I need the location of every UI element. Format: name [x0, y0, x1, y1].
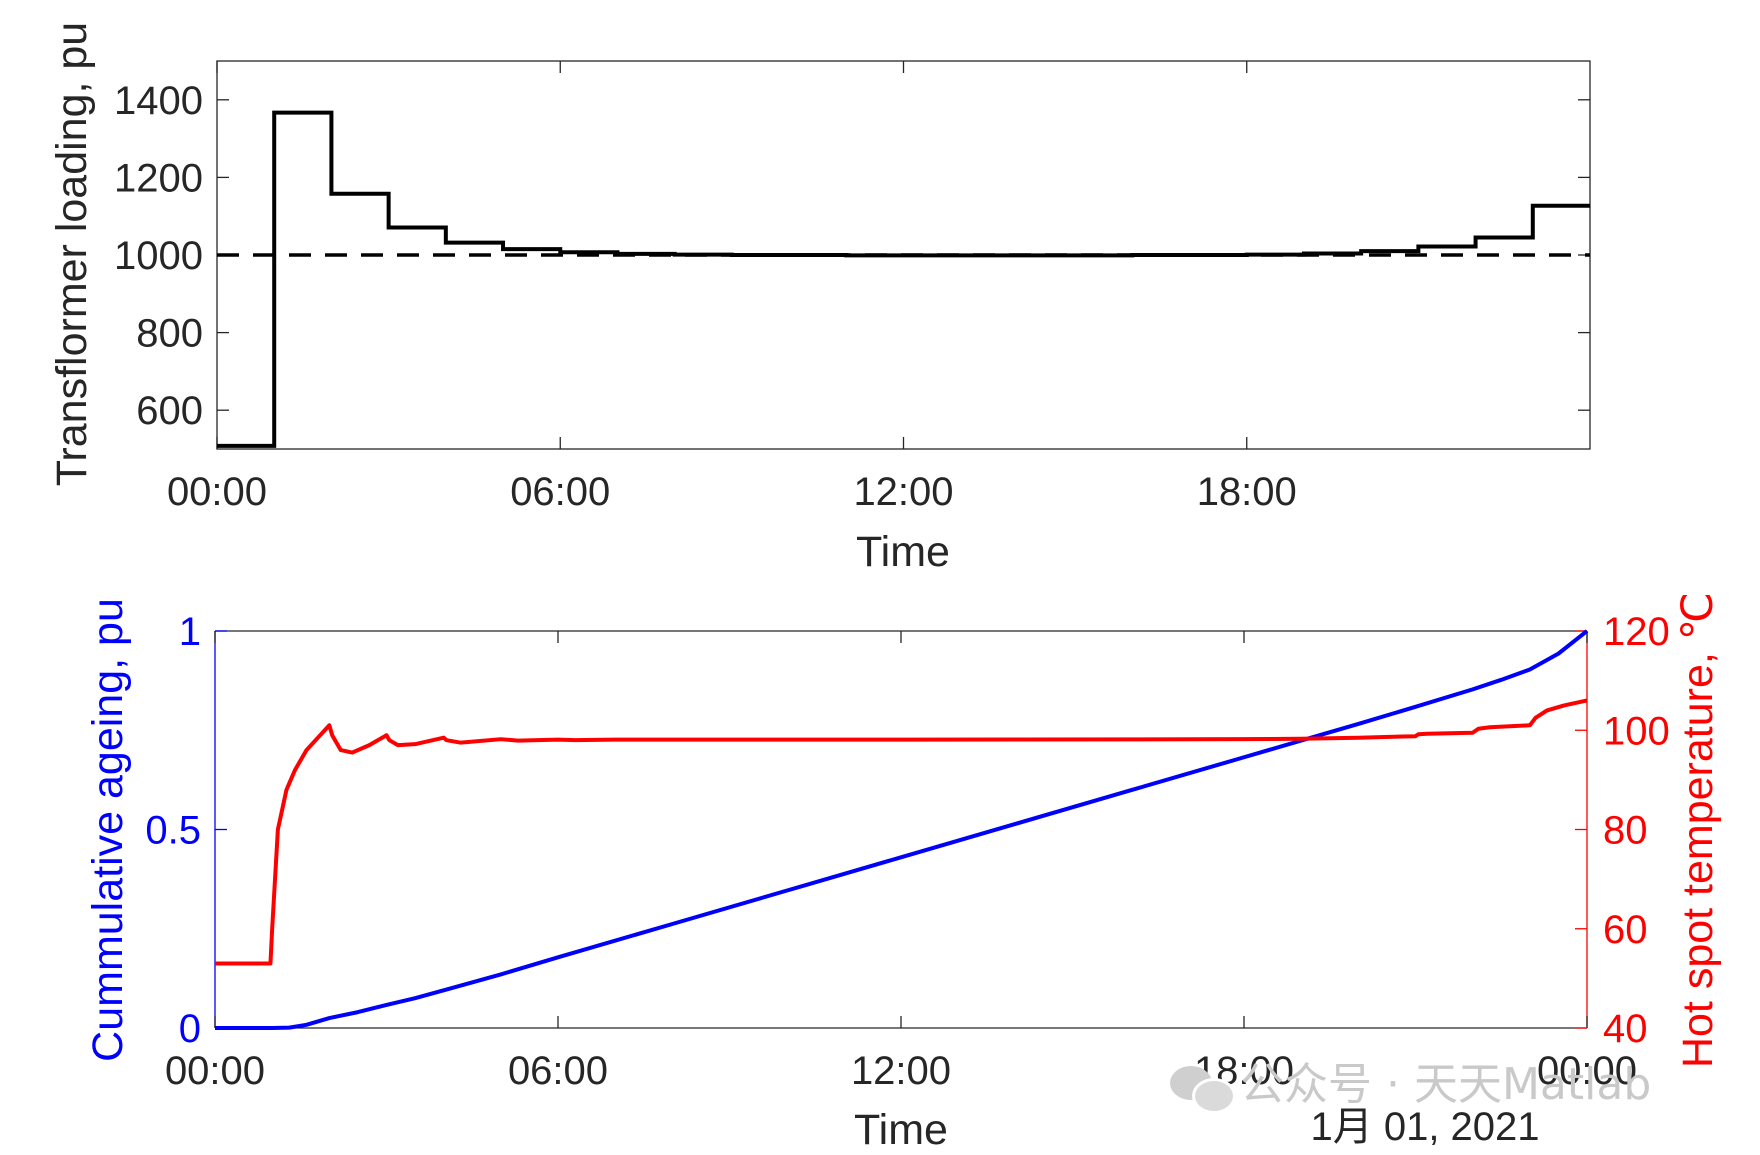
bottom-series — [215, 629, 1589, 1030]
top-x-tick-label: 12:00 — [853, 470, 953, 514]
right-y-tick-label: 80 — [1603, 809, 1648, 853]
top-x-tick-label: 18:00 — [1197, 470, 1297, 514]
left-y-tick-label: 0.5 — [145, 809, 201, 853]
bottom-date-label: 1月 01, 2021 — [1310, 1105, 1539, 1149]
right-y-tick-label: 100 — [1603, 709, 1670, 753]
top-y-tick-label: 1000 — [114, 234, 203, 278]
top-xlabel: Time — [856, 528, 950, 576]
right-y-tick-label: 40 — [1603, 1007, 1648, 1051]
top-y-tick-label: 1200 — [114, 156, 203, 200]
bottom-tick-labels: 00:00 06:00 12:00 18:00 00:0000.514060801001… — [145, 610, 1669, 1093]
bottom-x-tick-label: 06:00 — [508, 1049, 608, 1093]
bottom-x-tick-label: 12:00 — [851, 1049, 951, 1093]
hot-spot-temperature-line — [215, 698, 1588, 966]
bottom-right-ylabel: Hot spot temperature, ℃ — [1674, 592, 1722, 1068]
top-y-tick-label: 800 — [136, 312, 203, 356]
bottom-x-tick-label: 00:00 — [1537, 1049, 1637, 1093]
top-ylabel: Transflormer loading, pu — [48, 22, 96, 486]
watermark: 公众号 · 天天Matlab — [1170, 1048, 1652, 1114]
bottom-x-tick-label: 00:00 — [165, 1049, 265, 1093]
watermark-text: 公众号 · 天天Matlab — [1240, 1059, 1652, 1110]
right-y-tick-label: 60 — [1603, 908, 1648, 952]
bottom-axes: 00:00 06:00 12:00 18:00 00:0000.514060801001… — [84, 592, 1722, 1154]
top-y-tick-label: 1400 — [114, 79, 203, 123]
top-series — [217, 110, 1590, 448]
left-y-tick-label: 1 — [179, 610, 201, 654]
cumulative-ageing-line — [215, 629, 1589, 1030]
top-y-tick-label: 600 — [136, 389, 203, 433]
top-x-tick-label: 00:00 — [167, 470, 267, 514]
bottom-left-ylabel: Cummulative ageing, pu — [84, 598, 132, 1062]
bottom-plot-frame — [215, 631, 1587, 1028]
top-x-tick-label: 06:00 — [510, 470, 610, 514]
top-tick-labels: 00:00 06:00 12:00 18:00 600 800 1000 1200 1400 — [114, 79, 1297, 514]
top-axes: 00:00 06:00 12:00 18:00 600 800 1000 1200 1400 T… — [48, 22, 1591, 576]
wechat-logo-icon — [1170, 1062, 1236, 1114]
right-y-tick-label: 120 — [1603, 610, 1670, 654]
left-y-tick-label: 0 — [179, 1007, 201, 1051]
bottom-xlabel: Time — [854, 1106, 948, 1154]
